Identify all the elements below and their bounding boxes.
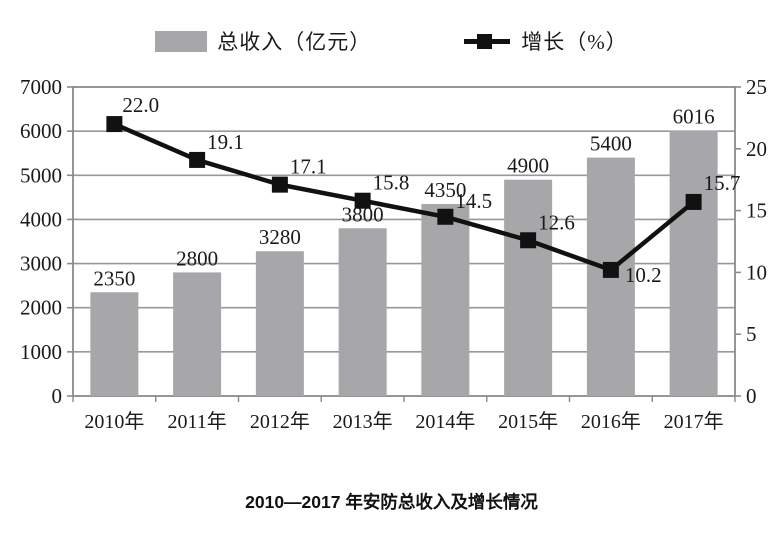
line-marker — [685, 193, 702, 210]
line-marker — [602, 261, 619, 278]
line-marker — [189, 151, 206, 168]
line-value-label: 12.6 — [538, 210, 575, 234]
line-marker — [354, 192, 371, 209]
right-axis-tick-label: 5 — [746, 322, 757, 346]
bar-value-label: 2350 — [93, 266, 135, 290]
line-value-label: 17.1 — [290, 155, 327, 179]
x-axis-category-label: 2014年 — [415, 410, 475, 433]
left-axis-tick-label: 5000 — [20, 163, 62, 187]
right-axis-tick-label: 0 — [746, 384, 757, 408]
x-axis-category-label: 2013年 — [333, 410, 393, 433]
right-axis-tick-label: 25 — [746, 75, 767, 99]
line-value-label: 15.8 — [373, 171, 410, 195]
bar-value-label: 4900 — [507, 154, 549, 178]
line-marker — [520, 232, 537, 249]
bar — [338, 228, 387, 396]
bar-value-label: 6016 — [673, 104, 715, 128]
legend: 总收入（亿元） 增长（%） — [0, 26, 783, 56]
right-axis-tick-label: 10 — [746, 260, 767, 284]
left-axis-tick-label: 4000 — [20, 207, 62, 231]
left-axis-tick-label: 2000 — [20, 296, 62, 320]
bar-series-swatch — [155, 30, 208, 52]
line-series-label: 增长（%） — [521, 30, 628, 54]
x-axis-category-label: 2017年 — [664, 410, 724, 433]
bar — [669, 130, 718, 396]
left-axis-tick-label: 1000 — [20, 340, 62, 364]
right-axis-tick-label: 20 — [746, 137, 767, 161]
bar-value-label: 4350 — [424, 178, 466, 202]
bar-line-chart: 0 1000 2000 3000 4000 5000 6000 7000 0 5 10 15 20 25 2… — [20, 75, 767, 433]
bar — [421, 203, 470, 396]
line-marker — [106, 116, 123, 133]
left-axis-tick-label: 6000 — [20, 119, 62, 143]
line-value-label: 14.5 — [455, 189, 492, 213]
line-series-marker-icon — [464, 33, 511, 49]
line-marker — [271, 176, 288, 193]
x-axis-category-label: 2012年 — [250, 410, 310, 433]
x-axis-category-label: 2016年 — [581, 410, 641, 433]
bar-value-label: 5400 — [590, 132, 632, 156]
bar — [90, 292, 139, 396]
x-axis-category-label: 2010年 — [84, 410, 144, 433]
line-value-label: 19.1 — [207, 130, 244, 154]
bar-value-label: 2800 — [176, 246, 218, 270]
bar — [173, 272, 222, 396]
x-axis-category-label: 2011年 — [167, 410, 226, 433]
bar — [255, 251, 304, 396]
line-value-label: 22.0 — [122, 93, 159, 117]
left-axis-tick-label: 7000 — [20, 75, 62, 99]
left-axis-tick-label: 0 — [52, 384, 63, 408]
bar — [504, 179, 553, 396]
right-axis-tick-label: 15 — [746, 199, 767, 223]
growth-line — [113, 122, 696, 273]
left-axis-tick-label: 3000 — [20, 252, 62, 276]
line-value-label: 10.2 — [625, 263, 662, 287]
line-value-label: 15.7 — [704, 171, 741, 195]
line-marker — [437, 208, 454, 225]
legend-item-line: 增长（%） — [463, 26, 628, 56]
x-axis-category-label: 2015年 — [498, 410, 558, 433]
legend-item-bars: 总收入（亿元） — [155, 26, 371, 56]
plot-border — [72, 86, 736, 397]
chart-caption: 2010—2017 年安防总收入及增长情况 — [245, 492, 538, 512]
bar-series-label: 总收入（亿元） — [217, 30, 372, 54]
bar-value-label: 3280 — [259, 225, 301, 249]
